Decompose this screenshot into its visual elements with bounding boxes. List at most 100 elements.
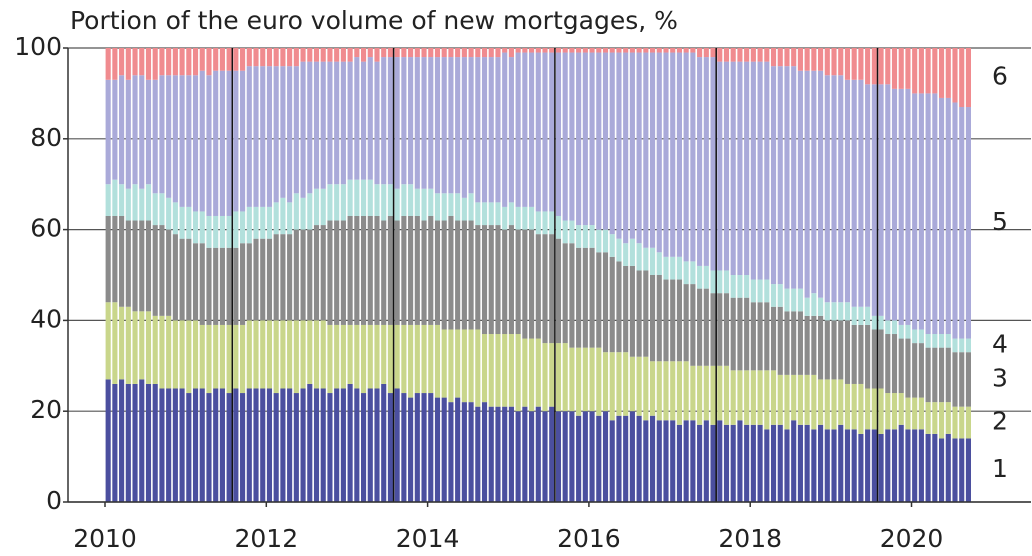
bar-segment: [441, 57, 447, 194]
bar-segment: [643, 247, 649, 271]
bar-segment: [233, 324, 239, 389]
bar-segment: [481, 334, 488, 403]
bar-segment: [905, 397, 911, 430]
bar-segment: [670, 52, 676, 257]
bar-segment: [273, 66, 279, 203]
bar-segment: [791, 374, 797, 421]
bar-segment: [132, 311, 138, 384]
bar-segment: [818, 70, 824, 298]
bar-segment: [428, 393, 434, 502]
bar-segment: [576, 48, 582, 53]
bar-segment: [213, 48, 219, 71]
bar-segment: [676, 52, 682, 257]
bar-segment: [824, 302, 830, 321]
bar-segment: [818, 48, 824, 71]
bar-segment: [925, 402, 931, 434]
bar-segment: [676, 424, 682, 502]
bar-segment: [885, 84, 891, 321]
bar-segment: [952, 352, 958, 407]
bar-segment: [414, 57, 420, 189]
bar-segment: [293, 229, 299, 321]
bar-segment: [152, 225, 158, 316]
bar-segment: [643, 52, 649, 248]
bar-segment: [125, 306, 131, 384]
bar-segment: [616, 48, 622, 53]
bar-segment: [105, 379, 111, 502]
bar-segment: [764, 302, 770, 371]
bar-segment: [555, 52, 562, 216]
bar-segment: [354, 48, 360, 58]
bar-segment: [145, 48, 152, 80]
bar-segment: [300, 61, 306, 198]
bar-segment: [542, 234, 548, 344]
bar-segment: [300, 229, 306, 321]
bar-segment: [381, 324, 387, 384]
series-label: 2: [992, 407, 1008, 436]
bar-segment: [367, 48, 373, 58]
bar-segment: [522, 52, 528, 207]
bar-segment: [589, 225, 595, 248]
bar-segment: [925, 433, 931, 502]
bar-segment: [213, 324, 219, 389]
bar-segment: [676, 279, 682, 362]
bar-segment: [381, 48, 387, 58]
bar-segment: [287, 234, 293, 321]
bar-segment: [441, 193, 447, 221]
bar-segment: [260, 48, 266, 67]
bar-segment: [730, 61, 736, 276]
bar-segment: [717, 61, 723, 271]
bar-segment: [865, 429, 871, 502]
bar-segment: [515, 48, 521, 53]
bar-segment: [434, 193, 441, 221]
bar-segment: [119, 184, 125, 216]
bar-segment: [602, 352, 609, 412]
bar-segment: [475, 48, 481, 58]
bar-segment: [280, 234, 286, 321]
bar-segment: [549, 343, 555, 407]
bar-segment: [186, 48, 192, 76]
bar-segment: [152, 79, 158, 194]
bar-segment: [891, 48, 898, 89]
bar-segment: [891, 334, 898, 394]
bar-segment: [381, 383, 387, 502]
bar-segment: [602, 229, 609, 253]
bar-segment: [959, 48, 965, 108]
bar-segment: [656, 361, 662, 421]
bar-segment: [152, 383, 158, 502]
bar-segment: [387, 48, 393, 58]
bar-segment: [905, 338, 911, 398]
bar-segment: [717, 365, 723, 421]
bar-segment: [387, 57, 393, 185]
bar-segment: [938, 347, 945, 403]
bar-segment: [918, 397, 924, 430]
bar-segment: [844, 48, 851, 80]
bar-segment: [219, 324, 225, 389]
bar-segment: [246, 48, 252, 67]
bar-segment: [777, 48, 783, 67]
bar-segment: [240, 324, 246, 394]
bar-segment: [952, 406, 958, 439]
bar-segment: [818, 297, 824, 316]
bar-segment: [938, 334, 945, 348]
bar-segment: [408, 48, 414, 58]
bar-segment: [145, 311, 152, 384]
bar-segment: [670, 361, 676, 421]
bar-segment: [616, 52, 622, 239]
bar-segment: [428, 57, 434, 189]
bar-segment: [945, 48, 951, 98]
bar-segment: [159, 193, 165, 226]
bar-segment: [811, 315, 817, 375]
bar-segment: [313, 188, 320, 226]
bar-segment: [125, 188, 131, 221]
bar-segment: [925, 347, 931, 403]
bar-segment: [360, 324, 367, 394]
bar-segment: [697, 365, 703, 425]
bar-segment: [683, 261, 689, 285]
bar-segment: [690, 365, 696, 421]
bar-segment: [266, 388, 273, 502]
bar-segment: [152, 315, 158, 384]
bar-segment: [374, 48, 380, 62]
bar-segment: [360, 215, 367, 325]
bar-segment: [206, 393, 212, 502]
